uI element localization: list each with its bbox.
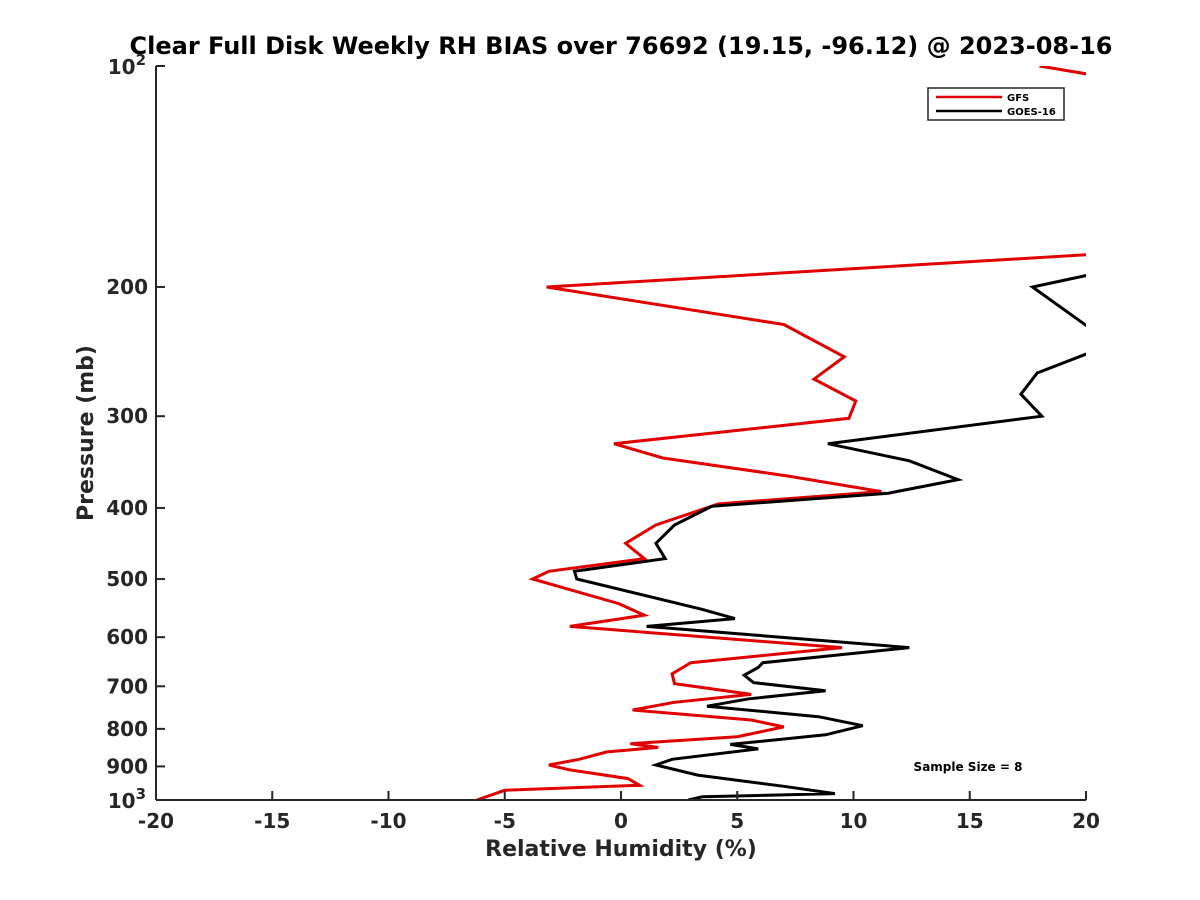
x-tick-label: -10 (370, 809, 406, 833)
y-tick-label-power: 103 (108, 785, 146, 813)
chart-title: Clear Full Disk Weekly RH BIAS over 7669… (130, 32, 1113, 60)
y-tick-label: 700 (106, 674, 148, 698)
sample-size-annotation: Sample Size = 8 (914, 760, 1023, 774)
y-axis-label: Pressure (mb) (74, 345, 99, 521)
x-axis-label: Relative Humidity (%) (485, 837, 757, 862)
y-tick-label: 600 (106, 625, 148, 649)
y-tick-label: 500 (106, 567, 148, 591)
series-lines (476, 66, 1086, 800)
x-tick-label: -15 (254, 809, 290, 833)
y-tick-label: 900 (106, 754, 148, 778)
y-tick-label-power: 102 (108, 51, 146, 79)
y-tick-label: 300 (106, 404, 148, 428)
x-tick-label: -20 (138, 809, 174, 833)
axis-ticks: -20 -15 -10 -5 0 5 10 15 20 200 300 400 500 600 700 800… (106, 51, 1100, 833)
legend-label-gfs: GFS (1007, 93, 1029, 104)
series-line-goes16 (572, 274, 1086, 800)
legend: GFS GOES-16 (927, 87, 1065, 121)
x-tick-label: 20 (1072, 809, 1100, 833)
x-tick-label: -5 (494, 809, 516, 833)
y-tick-label: 400 (106, 496, 148, 520)
y-tick-label: 200 (106, 275, 148, 299)
x-tick-label: 0 (614, 809, 628, 833)
y-tick-label: 800 (106, 717, 148, 741)
legend-label-goes16: GOES-16 (1007, 107, 1056, 118)
x-tick-label: 15 (956, 809, 984, 833)
x-tick-label: 5 (730, 809, 744, 833)
series-line-gfs (476, 66, 1086, 800)
x-tick-label: 10 (840, 809, 868, 833)
legend-box (927, 87, 1065, 121)
